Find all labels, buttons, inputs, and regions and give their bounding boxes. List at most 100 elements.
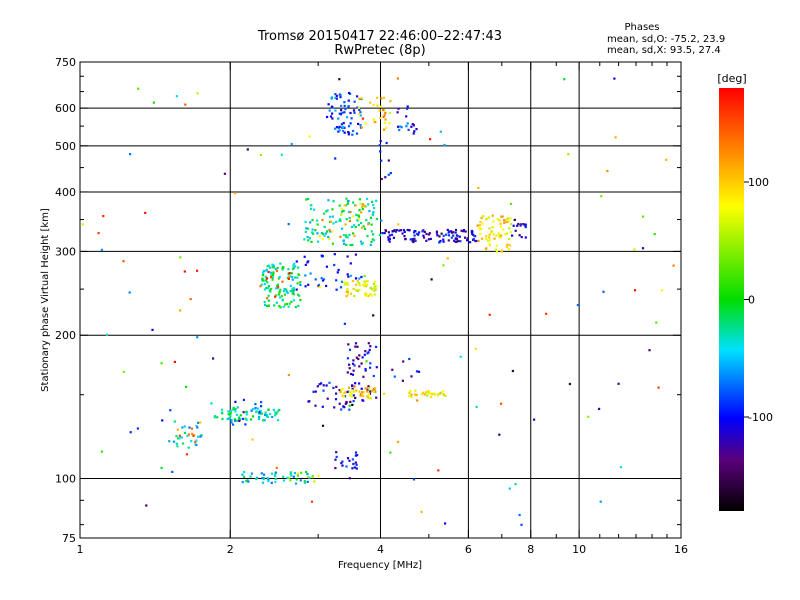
- scatter-point: [349, 394, 352, 397]
- scatter-point: [479, 221, 482, 224]
- scatter-point: [370, 223, 373, 226]
- scatter-point: [388, 237, 391, 240]
- scatter-point: [245, 411, 249, 414]
- scatter-point: [347, 105, 350, 108]
- scatter-point: [436, 234, 439, 237]
- scatter-point: [516, 224, 519, 227]
- scatter-point: [267, 480, 270, 483]
- scatter-point: [400, 126, 403, 129]
- scatter-point: [175, 95, 178, 98]
- scatter-point: [420, 510, 423, 513]
- scatter-point: [411, 238, 414, 241]
- scatter-point: [194, 440, 197, 444]
- scatter-point: [517, 222, 520, 226]
- scatter-point: [500, 234, 503, 237]
- scatter-point: [385, 141, 388, 145]
- scatter-point: [456, 235, 459, 238]
- scatter-point: [354, 461, 357, 464]
- scatter-point: [168, 440, 171, 443]
- scatter-point: [369, 345, 372, 348]
- scatter-point: [321, 405, 324, 408]
- scatter-point: [338, 218, 342, 221]
- scatter-point: [342, 126, 345, 129]
- scatter-point: [330, 96, 333, 99]
- scatter-point: [365, 360, 368, 363]
- scatter-point: [354, 225, 357, 229]
- scatter-point: [495, 250, 498, 253]
- scatter-point: [229, 411, 232, 414]
- scatter-point: [347, 133, 350, 136]
- scatter-point: [227, 413, 230, 416]
- scatter-point: [261, 279, 264, 282]
- scatter-point: [340, 109, 343, 112]
- scatter-point: [144, 211, 147, 214]
- scatter-point: [417, 370, 421, 373]
- scatter-point: [352, 394, 355, 397]
- scatter-point: [343, 322, 346, 325]
- colorbar-tick-labels: 100 0 -100: [744, 176, 773, 424]
- y-tick-label: 75: [62, 532, 76, 545]
- scatter-point: [196, 336, 199, 339]
- scatter-point: [600, 195, 603, 198]
- scatter-point: [242, 398, 245, 401]
- scatter-point: [345, 243, 348, 246]
- scatter-point: [505, 220, 508, 223]
- scatter-point: [359, 240, 363, 243]
- scatter-point: [351, 403, 354, 406]
- scatter-point: [311, 228, 314, 231]
- scatter-point: [213, 416, 216, 419]
- scatter-point: [481, 237, 484, 240]
- scatter-point: [409, 389, 412, 392]
- scatter-point: [364, 282, 367, 285]
- scatter-point: [490, 231, 493, 234]
- scatter-point: [524, 226, 527, 229]
- scatter-point: [355, 463, 358, 466]
- scatter-point: [343, 281, 346, 284]
- scatter-point: [408, 357, 411, 361]
- scatter-point: [368, 387, 371, 390]
- scatter-point: [460, 229, 463, 232]
- scatter-point: [285, 288, 288, 291]
- scatter-point: [313, 480, 316, 483]
- scatter-point: [232, 408, 235, 411]
- scatter-point: [331, 117, 334, 120]
- scatter-point: [316, 219, 319, 222]
- scatter-point: [348, 348, 352, 351]
- scatter-point: [243, 470, 246, 474]
- scatter-point: [187, 433, 190, 436]
- scatter-point: [407, 229, 410, 232]
- scatter-point: [498, 219, 501, 222]
- scatter-point: [410, 375, 413, 378]
- scatter-point: [488, 233, 491, 236]
- scatter-point: [364, 350, 367, 353]
- scatter-point: [350, 117, 353, 120]
- scatter-point: [471, 230, 474, 233]
- scatter-point: [372, 374, 375, 378]
- scatter-point: [303, 481, 306, 484]
- scatter-point: [276, 410, 279, 413]
- scatter-point: [100, 450, 103, 453]
- stats-header: Phases: [624, 22, 659, 33]
- scatter-point: [306, 480, 309, 483]
- scatter-point: [476, 224, 479, 227]
- scatter-point: [200, 434, 203, 437]
- x-tick-label: 10: [572, 543, 586, 556]
- scatter-point: [418, 231, 421, 234]
- scatter-point: [283, 288, 286, 291]
- scatter-point: [510, 223, 513, 226]
- scatter-point: [349, 122, 352, 125]
- scatter-point: [665, 158, 668, 161]
- scatter-point: [322, 384, 325, 387]
- scatter-point: [425, 391, 428, 394]
- scatter-point: [353, 224, 356, 227]
- scatter-point: [369, 243, 372, 246]
- scatter-point: [379, 117, 382, 120]
- scatter-point: [462, 230, 465, 233]
- scatter-point: [414, 393, 417, 396]
- scatter-point: [431, 393, 434, 396]
- x-tick-labels: 1 2 4 6 8 10 16: [77, 543, 689, 556]
- scatter-point: [353, 390, 356, 393]
- scatter-point: [100, 248, 103, 251]
- scatter-point: [454, 240, 457, 243]
- scatter-point: [379, 150, 382, 153]
